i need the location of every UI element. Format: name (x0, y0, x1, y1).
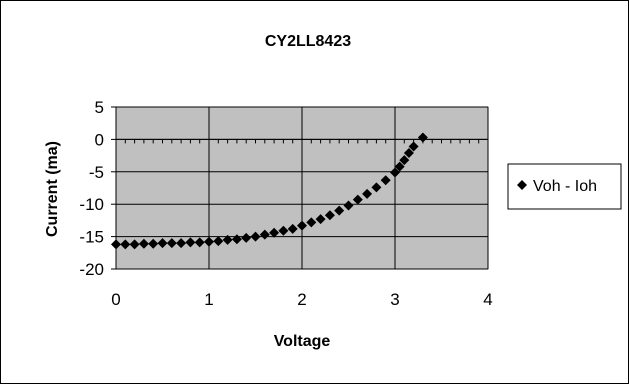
data-points (111, 132, 428, 250)
y-tick-labels: 5 0 -5 -10 -15 -20 (79, 98, 116, 279)
data-point (241, 232, 252, 243)
data-point (403, 148, 414, 159)
data-point (362, 188, 373, 199)
data-point (259, 229, 270, 240)
data-point (185, 237, 196, 248)
data-point (315, 214, 326, 225)
y-tick-label: 0 (95, 130, 104, 149)
data-point (166, 238, 177, 249)
legend-marker-icon (517, 180, 527, 190)
data-point (222, 234, 233, 245)
y-tick-label: -5 (89, 163, 104, 182)
x-tick-label: 4 (483, 290, 492, 309)
data-point (334, 205, 345, 216)
data-point (176, 238, 187, 249)
data-point (278, 225, 289, 236)
chart-title: CY2LL8423 (265, 33, 351, 50)
data-point (297, 220, 307, 231)
y-tick-label: 5 (95, 98, 104, 117)
legend-box (507, 163, 622, 210)
x-tick-label: 2 (297, 290, 306, 309)
data-point (371, 182, 382, 193)
legend: Voh - Ioh (507, 163, 622, 210)
data-point (269, 227, 280, 238)
grid-lines (115, 106, 489, 270)
data-point (390, 167, 400, 178)
data-point (399, 155, 410, 166)
x-tick-label: 1 (204, 290, 213, 309)
y-tick-label: -15 (79, 228, 104, 247)
data-point (343, 200, 354, 211)
data-point (120, 239, 131, 250)
y-tick-label: -10 (79, 195, 104, 214)
zero-axis (115, 138, 489, 144)
data-point (213, 236, 224, 247)
y-axis-label: Current (ma) (44, 141, 61, 237)
data-point (111, 239, 121, 250)
x-axis-label: Voltage (274, 333, 331, 350)
legend-label: Voh - Ioh (533, 178, 597, 195)
data-point (204, 236, 214, 247)
data-point (324, 210, 335, 221)
data-point (408, 141, 419, 152)
x-tick-label: 0 (111, 290, 120, 309)
data-point (287, 223, 298, 234)
data-point (306, 217, 317, 228)
data-point (417, 132, 428, 143)
data-point (380, 175, 391, 186)
data-point (250, 231, 261, 242)
data-point (157, 238, 168, 249)
data-point (394, 161, 405, 172)
data-point (352, 194, 363, 205)
y-tick-label: -20 (79, 260, 104, 279)
x-tick-label: 3 (390, 290, 399, 309)
data-point (231, 234, 242, 245)
data-point (194, 237, 205, 248)
x-tick-labels: 0 1 2 3 4 (111, 290, 492, 309)
data-point (129, 239, 140, 250)
data-point (148, 238, 159, 249)
data-point (138, 238, 149, 249)
